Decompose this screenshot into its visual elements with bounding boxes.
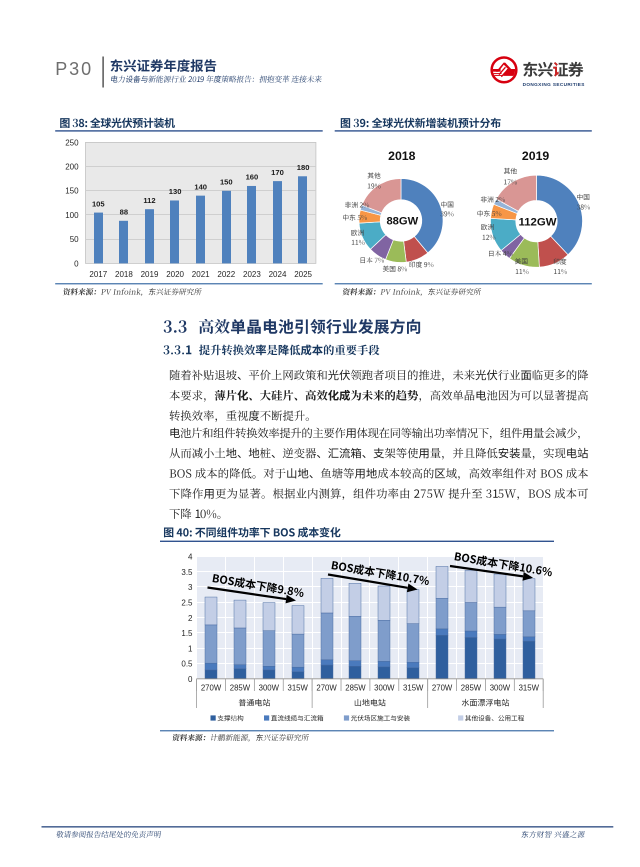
svg-text:2017: 2017 (89, 270, 107, 279)
svg-text:1.5: 1.5 (181, 629, 193, 638)
svg-text:2019: 2019 (522, 149, 550, 163)
svg-text:285W: 285W (461, 683, 482, 692)
svg-text:300W: 300W (259, 683, 280, 692)
svg-text:250: 250 (65, 138, 79, 147)
svg-text:2022: 2022 (217, 270, 235, 279)
svg-text:2025: 2025 (294, 270, 312, 279)
svg-text:2020: 2020 (166, 270, 184, 279)
svg-text:3: 3 (188, 583, 193, 592)
svg-text:2: 2 (188, 614, 193, 623)
svg-text:285W: 285W (345, 683, 366, 692)
svg-text:130: 130 (169, 187, 182, 196)
svg-text:315W: 315W (403, 683, 424, 692)
svg-text:300W: 300W (374, 683, 395, 692)
svg-text:2024: 2024 (269, 270, 287, 279)
svg-text:105: 105 (92, 199, 105, 208)
svg-text:270W: 270W (201, 683, 222, 692)
svg-text:2019: 2019 (141, 270, 159, 279)
svg-text:P30: P30 (55, 59, 93, 79)
svg-text:112GW: 112GW (519, 217, 557, 229)
svg-text:DONGXING SECURITIES: DONGXING SECURITIES (523, 82, 585, 87)
svg-text:88GW: 88GW (386, 215, 418, 227)
svg-text:50: 50 (70, 235, 79, 244)
svg-text:150: 150 (220, 178, 233, 187)
svg-text:300W: 300W (490, 683, 511, 692)
svg-text:270W: 270W (432, 683, 453, 692)
svg-text:270W: 270W (316, 683, 337, 692)
svg-text:88: 88 (120, 208, 128, 217)
svg-text:315W: 315W (288, 683, 309, 692)
svg-text:0: 0 (188, 675, 193, 684)
svg-text:315W: 315W (519, 683, 540, 692)
svg-text:3.5: 3.5 (181, 568, 193, 577)
svg-text:2018: 2018 (115, 270, 133, 279)
svg-text:170: 170 (271, 168, 284, 177)
svg-text:200: 200 (65, 163, 79, 172)
svg-text:112: 112 (143, 196, 155, 205)
svg-text:180: 180 (297, 163, 310, 172)
svg-text:2023: 2023 (243, 270, 261, 279)
svg-text:2021: 2021 (192, 270, 210, 279)
svg-text:150: 150 (65, 187, 79, 196)
svg-text:4: 4 (188, 553, 193, 562)
svg-text:285W: 285W (230, 683, 251, 692)
svg-text:2018: 2018 (388, 149, 416, 163)
svg-text:100: 100 (65, 211, 79, 220)
svg-text:160: 160 (246, 173, 259, 182)
svg-text:1: 1 (188, 644, 193, 653)
svg-text:0: 0 (74, 259, 79, 268)
svg-text:140: 140 (194, 182, 207, 191)
svg-text:2.5: 2.5 (181, 598, 193, 607)
svg-text:0.5: 0.5 (181, 660, 193, 669)
